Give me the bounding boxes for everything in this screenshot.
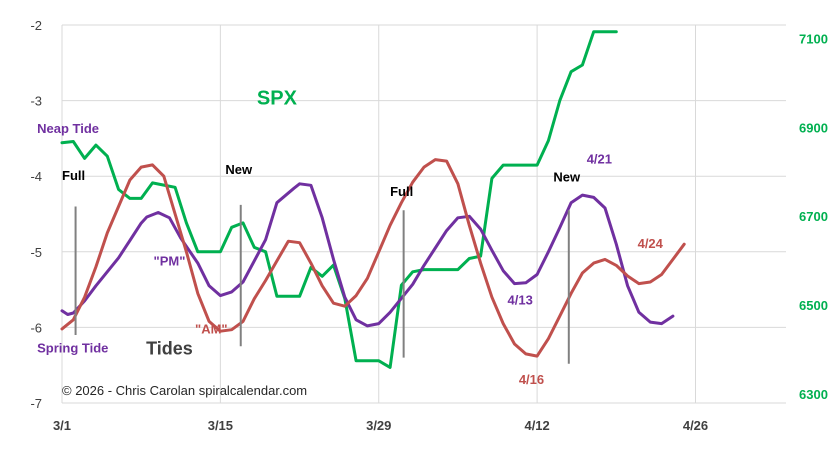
annotation-label: Spring Tide — [37, 340, 108, 355]
annotation-label: 4/24 — [638, 236, 664, 251]
annotation-label: 4/21 — [587, 151, 612, 166]
annotation-label: Tides — [146, 339, 193, 359]
y-left-tick-label: -6 — [30, 320, 42, 335]
moon-phase-label: New — [553, 169, 581, 184]
y-left-tick-label: -7 — [30, 396, 42, 411]
x-tick-label: 3/15 — [208, 418, 233, 433]
axes: 3/1 3/15 3/29 4/12 4/26 -2 -3 -4 -5 -6 -7 6300 6500 6… — [30, 18, 827, 433]
annotation-label: Neap Tide — [37, 121, 99, 136]
x-tick-label: 4/12 — [524, 418, 549, 433]
series-line-am — [60, 158, 686, 358]
y-right-tick-label: 6500 — [799, 298, 828, 313]
y-left-tick-label: -2 — [30, 18, 42, 33]
series-line-spx — [60, 30, 618, 369]
x-tick-label: 3/29 — [366, 418, 391, 433]
annotation-label: 4/16 — [519, 372, 544, 387]
copyright-footer: © 2026 - Chris Carolan spiralcalendar.co… — [62, 383, 307, 398]
y-left-tick-label: -4 — [30, 169, 42, 184]
x-tick-label: 4/26 — [683, 418, 708, 433]
y-left-tick-label: -5 — [30, 245, 42, 260]
moon-phase-label: Full — [390, 184, 413, 199]
y-left-tick-label: -3 — [30, 94, 42, 109]
annotation-label: "PM" — [154, 253, 186, 268]
moon-phase-label: Full — [62, 168, 85, 183]
moon-phase-markers: Full New Full New — [62, 162, 581, 364]
series-line-pm — [60, 182, 675, 328]
annotation-label: SPX — [257, 87, 298, 109]
y-right-tick-label: 6900 — [799, 120, 828, 135]
annotation-label: "AM" — [195, 321, 228, 336]
y-right-tick-label: 6300 — [799, 387, 828, 402]
annotations: SPX Neap Tide Spring Tide Tides "PM" "AM" 4/13… — [37, 87, 664, 387]
annotation-label: 4/13 — [508, 293, 533, 308]
y-right-tick-label: 6700 — [799, 209, 828, 224]
gridlines — [61, 24, 786, 404]
series-lines — [60, 30, 686, 369]
moon-phase-label: New — [225, 162, 253, 177]
x-tick-label: 3/1 — [53, 418, 71, 433]
y-right-tick-label: 7100 — [799, 31, 828, 46]
